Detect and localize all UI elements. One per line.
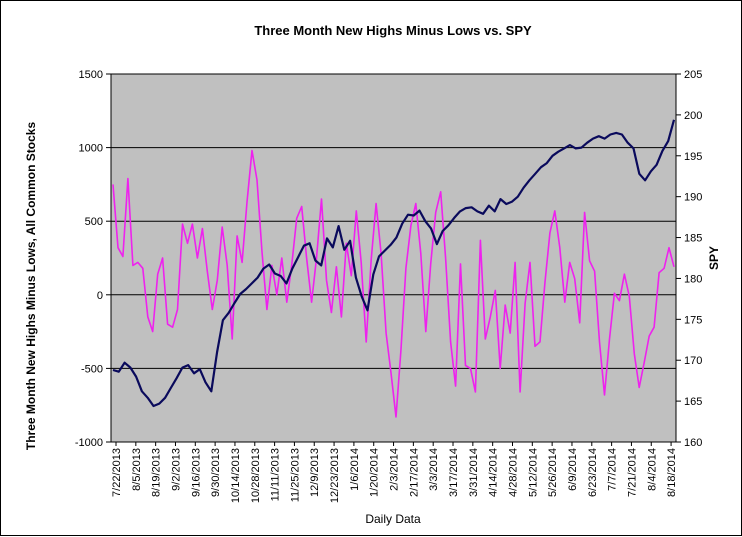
x-tick-label: 8/4/2014 — [646, 448, 658, 491]
y-right-tick-label: 205 — [684, 69, 702, 81]
x-axis-label: Daily Data — [365, 512, 421, 526]
y-left-tick-label: 1000 — [79, 143, 103, 155]
x-tick-label: 12/9/2013 — [309, 448, 321, 497]
y-left-tick-label: 500 — [85, 216, 103, 228]
x-tick-label: 6/23/2014 — [587, 448, 599, 497]
y-right-tick-label: 190 — [684, 192, 702, 204]
y-right-tick-label: 200 — [684, 110, 702, 122]
x-tick-label: 3/3/2014 — [428, 448, 440, 491]
y-axis-right-label: SPY — [707, 246, 721, 270]
x-tick-label: 9/30/2013 — [210, 448, 222, 497]
x-tick-label: 4/28/2014 — [507, 448, 519, 497]
x-tick-label: 3/31/2014 — [468, 448, 480, 497]
x-tick-label: 8/19/2013 — [151, 448, 163, 497]
plot-area — [110, 73, 677, 443]
x-tick-label: 1/6/2014 — [349, 448, 361, 491]
x-tick-label: 8/18/2014 — [666, 448, 678, 497]
x-tick-label: 7/22/2013 — [111, 448, 123, 497]
y-right-tick-label: 175 — [684, 314, 702, 326]
right-axis: 160 165 170 175 180 185 190 195 200 205 — [676, 69, 702, 449]
x-tick-label: 8/5/2013 — [131, 448, 143, 491]
left-axis: -1000 -500 0 500 1000 1500 — [75, 69, 111, 449]
x-tick-label: 9/2/2013 — [170, 448, 182, 491]
series-line-highs-minus-lows — [112, 149, 675, 418]
series-line-spy — [112, 119, 676, 408]
y-right-tick-label: 195 — [684, 151, 702, 163]
x-tick-label: 10/14/2013 — [230, 448, 242, 503]
y-left-tick-label: 1500 — [79, 69, 103, 81]
x-tick-label: 5/12/2014 — [527, 448, 539, 497]
y-right-tick-label: 185 — [684, 233, 702, 245]
x-tick-label: 9/16/2013 — [190, 448, 202, 497]
x-tick-label: 2/17/2014 — [408, 448, 420, 497]
series-layer — [112, 119, 676, 418]
y-right-tick-label: 160 — [684, 437, 702, 449]
x-tick-label: 2/3/2014 — [389, 448, 401, 491]
x-tick-label: 7/7/2014 — [607, 448, 619, 491]
x-tick-label: 10/28/2013 — [250, 448, 262, 503]
y-axis-left-label: Three Month New Highs Minus Lows, All Co… — [24, 122, 38, 451]
x-tick-label: 4/14/2014 — [488, 448, 500, 497]
x-tick-label: 3/17/2014 — [448, 448, 460, 497]
x-tick-label: 7/21/2014 — [626, 448, 638, 497]
x-axis: 7/22/2013 8/5/2013 8/19/2013 9/2/2013 9/16/2… — [111, 442, 678, 503]
x-tick-label: 11/11/2013 — [270, 448, 282, 501]
x-tick-label: 11/25/2013 — [289, 448, 301, 502]
y-right-tick-label: 170 — [684, 355, 702, 367]
x-tick-label: 6/9/2014 — [567, 448, 579, 491]
x-tick-label: 12/23/2013 — [329, 448, 341, 503]
chart-title: Three Month New Highs Minus Lows vs. SPY — [254, 23, 532, 38]
x-tick-label: 1/20/2014 — [369, 448, 381, 497]
y-right-tick-label: 180 — [684, 273, 702, 285]
y-left-tick-label: 0 — [97, 290, 103, 302]
y-left-tick-label: -1000 — [75, 437, 103, 449]
y-left-tick-label: -500 — [81, 363, 103, 375]
y-right-tick-label: 165 — [684, 396, 702, 408]
x-tick-label: 5/26/2014 — [547, 448, 559, 497]
